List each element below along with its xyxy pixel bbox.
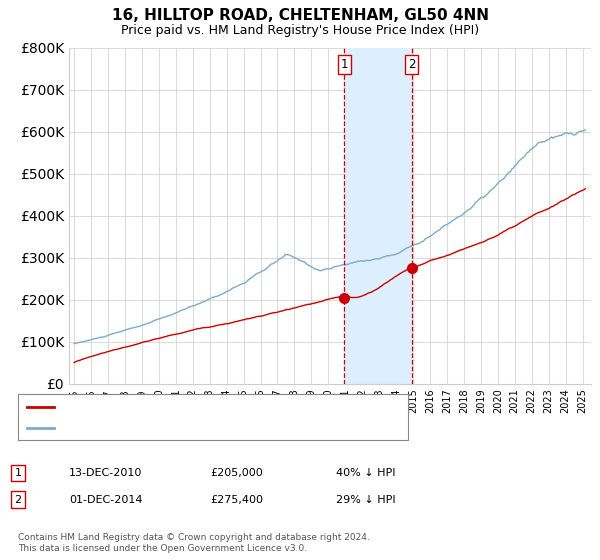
Text: 16, HILLTOP ROAD, CHELTENHAM, GL50 4NN (detached house): 16, HILLTOP ROAD, CHELTENHAM, GL50 4NN (… [59,402,385,412]
Text: 2: 2 [14,494,22,505]
Text: £205,000: £205,000 [210,468,263,478]
Text: 01-DEC-2014: 01-DEC-2014 [69,494,143,505]
Text: 13-DEC-2010: 13-DEC-2010 [69,468,142,478]
Text: 1: 1 [341,58,348,71]
Text: Contains HM Land Registry data © Crown copyright and database right 2024.
This d: Contains HM Land Registry data © Crown c… [18,533,370,553]
Text: 40% ↓ HPI: 40% ↓ HPI [336,468,395,478]
Text: 1: 1 [14,468,22,478]
Text: 29% ↓ HPI: 29% ↓ HPI [336,494,395,505]
Text: 16, HILLTOP ROAD, CHELTENHAM, GL50 4NN: 16, HILLTOP ROAD, CHELTENHAM, GL50 4NN [112,8,488,24]
Text: Price paid vs. HM Land Registry's House Price Index (HPI): Price paid vs. HM Land Registry's House … [121,24,479,36]
Text: HPI: Average price, detached house, Cheltenham: HPI: Average price, detached house, Chel… [59,423,316,433]
Text: £275,400: £275,400 [210,494,263,505]
Text: 2: 2 [408,58,415,71]
Bar [344,48,412,384]
